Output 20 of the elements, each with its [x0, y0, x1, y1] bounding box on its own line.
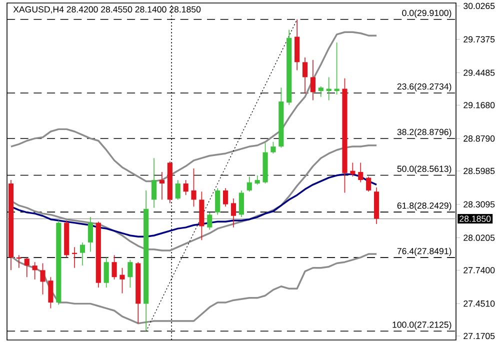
ref-line-label: 23.6(29.2734): [397, 83, 452, 92]
y-tick-label: 29.4485: [464, 70, 495, 76]
ref-line-label: 76.4(27.8491): [397, 248, 452, 256]
y-tick-label: 28.8790: [464, 135, 495, 142]
ref-line-label: 0.0(29.9100): [402, 10, 452, 18]
ref-line-label: 28.1850: [460, 216, 491, 222]
y-tick-label: 27.7400: [464, 267, 495, 274]
ref-line-label: 61.8(28.2429): [397, 202, 452, 210]
ref-line-label: 100.0(27.2125): [392, 321, 452, 330]
y-tick-label: 27.4510: [464, 300, 495, 307]
ref-line-label: 50.0(28.5613): [397, 165, 452, 174]
y-tick-label: 28.5985: [464, 168, 495, 174]
y-tick-label: 27.1705: [464, 332, 495, 340]
y-tick-label: 28.0205: [464, 234, 495, 241]
y-tick-label: 28.3095: [464, 201, 495, 208]
chart-title: XAGUSD,H4 28.4200 28.4550 28.1400 28.1850: [13, 6, 201, 14]
y-tick-label: 29.7375: [464, 36, 495, 42]
ref-line-label: 38.2(28.8796): [397, 128, 452, 137]
y-tick-label: 29.1680: [464, 102, 495, 108]
y-tick-label: 30.0265: [464, 2, 495, 10]
